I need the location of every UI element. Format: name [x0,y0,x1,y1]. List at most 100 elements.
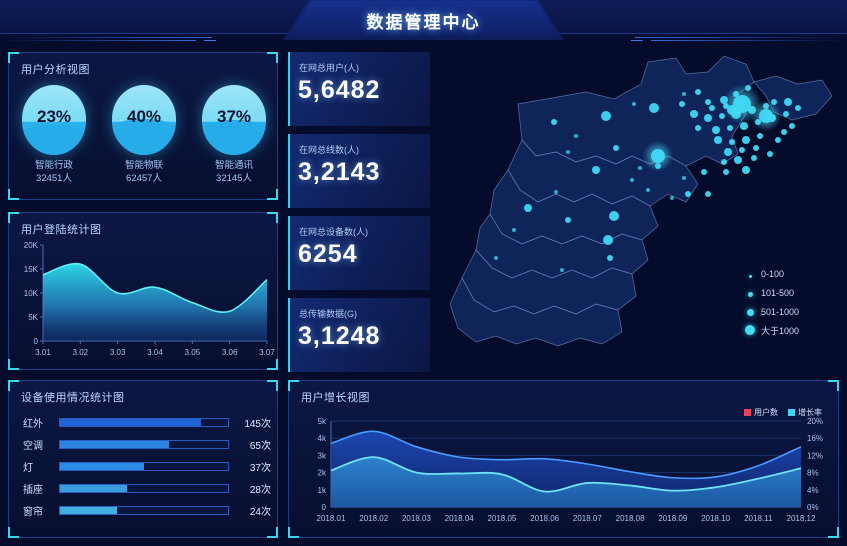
kpi-card-online-lines[interactable]: 在网总线数(人) 3,2143 [288,134,430,208]
kpi-card-total-data[interactable]: 总传输数据(G) 3,1248 [288,298,430,372]
svg-text:5K: 5K [28,313,38,322]
corner-bracket-icon [8,380,19,391]
svg-text:3k: 3k [318,451,327,460]
device-bar-row[interactable]: 窗帘 24次 [9,499,279,521]
corner-bracket-icon [8,212,19,223]
growth-chart-legend[interactable]: 用户数 增长率 [744,407,822,418]
svg-text:2018.08: 2018.08 [616,514,645,523]
map-legend-dot-icon [739,303,761,321]
svg-text:2018.12: 2018.12 [787,514,816,523]
device-bar-fill [60,506,118,514]
gauge-item[interactable]: 23% 智能行政 32451人 [16,85,92,201]
panel-title-user-growth: 用户增长视图 [301,392,370,404]
kpi-card-online-users[interactable]: 在网总用户(人) 5,6482 [288,52,430,126]
svg-text:2018.01: 2018.01 [317,514,346,523]
corner-bracket-icon [267,359,278,370]
gauge-value: 62457人 [126,172,162,184]
svg-text:2018.11: 2018.11 [744,514,773,523]
corner-bracket-icon [8,52,19,63]
svg-text:2018.04: 2018.04 [445,514,474,523]
device-bar-value: 28次 [249,484,271,496]
gauge-percent: 40% [126,107,162,126]
corner-bracket-icon [8,189,19,200]
gauge-value: 32145人 [216,172,252,184]
map-legend-dot-icon [739,322,761,340]
gauge-wave [202,119,266,155]
svg-text:2018.06: 2018.06 [530,514,559,523]
device-bar-row[interactable]: 红外 145次 [9,411,279,433]
device-bar-value: 24次 [249,506,271,518]
svg-text:5k: 5k [318,417,327,426]
device-bar-row[interactable]: 空调 65次 [9,433,279,455]
svg-text:2018.07: 2018.07 [573,514,602,523]
panel-title-login-stats: 用户登陆统计图 [21,224,102,236]
kpi-label: 在网总设备数(人) [299,227,368,237]
device-bar-label: 窗帘 [23,506,43,518]
device-bar-row[interactable]: 灯 37次 [9,455,279,477]
svg-text:0: 0 [322,503,327,512]
device-bar-value: 65次 [249,440,271,452]
header-notch-left [203,34,221,41]
panel-title-device-usage: 设备使用情况统计图 [21,392,125,404]
svg-text:16%: 16% [807,434,823,443]
map-legend: 0-100 101-500 501-1000 大于1000 [739,264,839,340]
svg-text:3.02: 3.02 [73,348,89,357]
region-map[interactable] [436,44,847,378]
legend-item[interactable]: 用户数 [744,407,778,418]
corner-bracket-icon [8,359,19,370]
growth-area-chart: 0 1k 2k 3k 4k 5k 0% 4% 8% 12% 16% 20% 2018.01 2018.02… [317,417,823,523]
svg-text:12%: 12% [807,451,823,460]
svg-text:2018.05: 2018.05 [487,514,516,523]
panel-login-stats: 用户登陆统计图 0 5K 10K 15K 20K 3.01 3.02 3.03 3.04 3.05… [8,212,278,370]
gauge-percent: 37% [216,107,252,126]
header-notch-right [626,34,644,41]
gauge-item[interactable]: 40% 智能物联 62457人 [106,85,182,201]
gauge-name: 智能行政 [34,160,73,171]
svg-text:2018.09: 2018.09 [658,514,687,523]
gauge-wave [112,118,176,155]
kpi-card-online-devices[interactable]: 在网总设备数(人) 6254 [288,216,430,290]
legend-item[interactable]: 增长率 [788,407,822,418]
device-bar-label: 红外 [23,418,43,430]
header-accent-line-right-1 [635,37,847,38]
device-bar-fill [60,418,202,426]
corner-bracket-icon [828,527,839,538]
svg-text:3.06: 3.06 [222,348,238,357]
kpi-label: 在网总线数(人) [299,145,359,155]
liquid-gauge: 40% [112,85,176,155]
legend-label: 增长率 [798,408,822,417]
device-bar-fill [60,462,144,470]
svg-text:4k: 4k [318,434,327,443]
svg-text:0: 0 [34,337,39,346]
gauge-value: 32451人 [36,172,72,184]
map-legend-dot-icon [739,265,761,283]
svg-text:3.03: 3.03 [110,348,126,357]
svg-text:15K: 15K [24,265,39,274]
svg-text:3.05: 3.05 [185,348,201,357]
device-bar-label: 插座 [23,484,43,496]
login-area-chart: 0 5K 10K 15K 20K 3.01 3.02 3.03 3.04 3.05 3.06 3.07 [24,241,276,357]
device-bar-label: 灯 [23,462,33,474]
svg-text:3.07: 3.07 [259,348,275,357]
gauge-name: 智能通讯 [214,160,253,171]
legend-swatch-icon [744,409,751,416]
device-bar-fill [60,484,128,492]
header-accent-line-right-2 [651,40,847,41]
svg-text:8%: 8% [807,469,819,478]
svg-text:10K: 10K [24,289,39,298]
svg-text:20%: 20% [807,417,823,426]
liquid-gauge: 23% [22,85,86,155]
panel-user-analysis: 用户分析视图 23% 智能行政 32451人 40% 智能物联 62457人 37% 智能通讯… [8,52,278,200]
header-accent-line-left-2 [0,40,196,41]
legend-swatch-icon [788,409,795,416]
device-bar-track [59,461,229,471]
svg-text:2018.02: 2018.02 [359,514,388,523]
map-panel[interactable]: 0-100 101-500 501-1000 大于1000 [436,44,847,378]
app-header: 数据管理中心 [0,0,847,41]
map-legend-row: 大于1000 [739,321,839,340]
device-bar-row[interactable]: 插座 28次 [9,477,279,499]
map-legend-label: 0-100 [761,268,785,279]
corner-bracket-icon [267,380,278,391]
gauge-item[interactable]: 37% 智能通讯 32145人 [196,85,272,201]
kpi-label: 总传输数据(G) [299,309,357,319]
